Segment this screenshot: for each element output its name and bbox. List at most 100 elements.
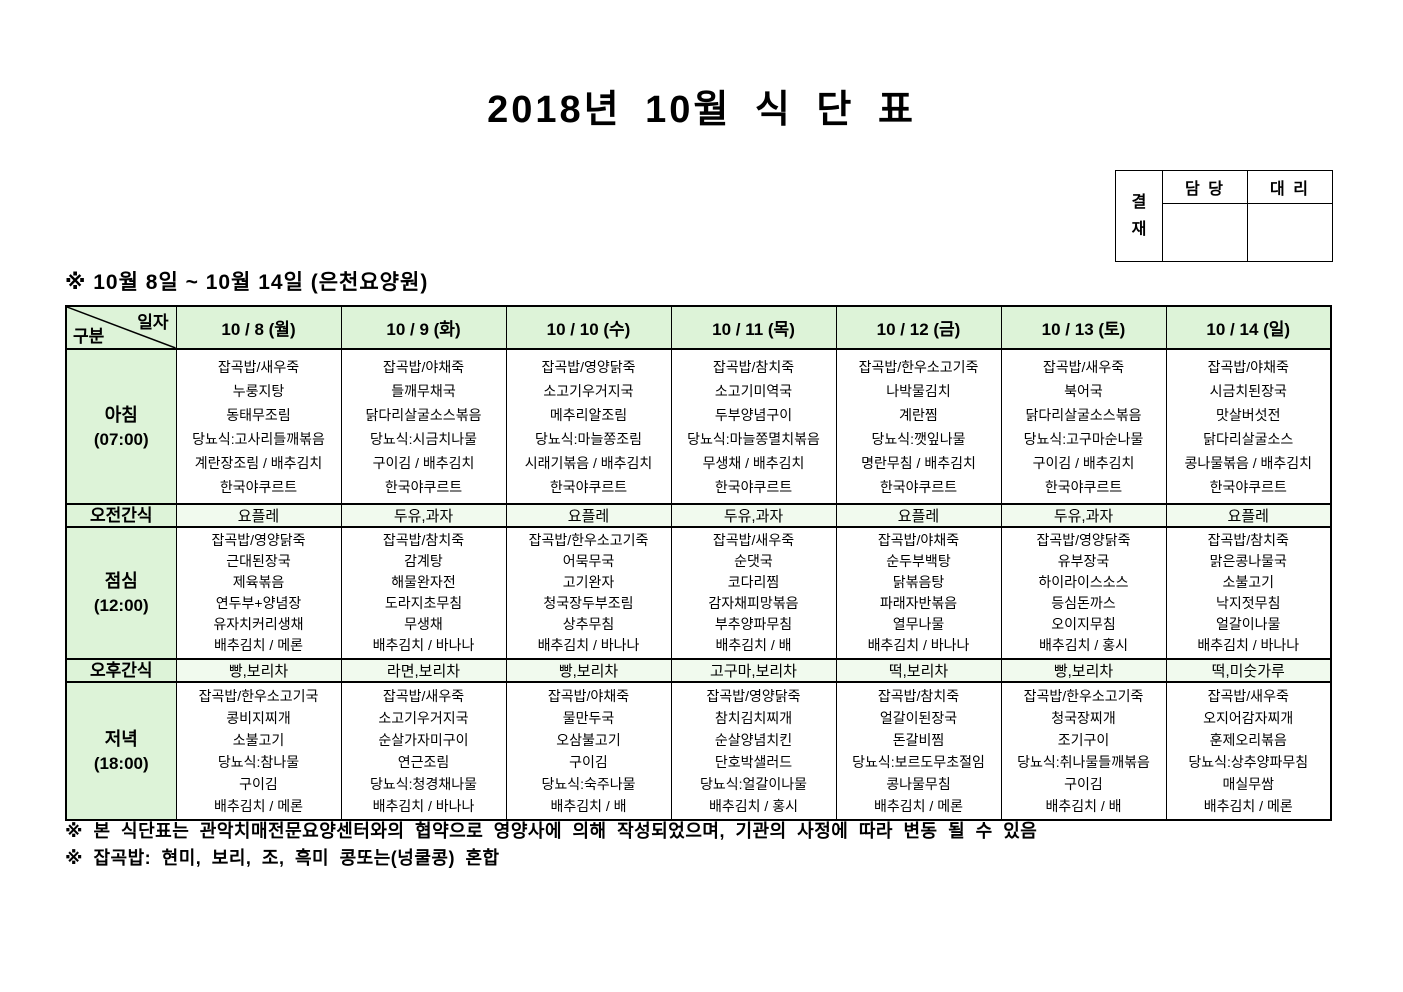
menu-item: 배추김치 / 홍시 xyxy=(1039,637,1128,653)
menu-item: 파래자반볶음 xyxy=(879,595,958,611)
menu-item: 낙지젓무침 xyxy=(1216,595,1281,611)
menu-item: 소고기우거지국 xyxy=(543,382,634,399)
menu-item: 무생채 xyxy=(404,616,443,632)
meal-cell: 잡곡밥/한우소고기죽 어묵무국 고기완자 청국장두부조림 상추무침 배추김치 / 바나나 xyxy=(505,526,672,660)
menu-item: 소불고기 xyxy=(1222,574,1275,590)
menu-item: 오지어감자찌개 xyxy=(1203,710,1294,726)
day-header: 10 / 13 (토) xyxy=(1000,305,1167,350)
menu-item: 잡곡밥/한우소고기죽 xyxy=(528,532,649,548)
menu-item: 한국야쿠르트 xyxy=(1044,478,1123,495)
row-label-text: 점심 xyxy=(104,571,138,591)
menu-item: 당뇨식:깻잎나물 xyxy=(871,430,966,447)
menu-item: 들깨무채국 xyxy=(391,382,456,399)
menu-item: 감계탕 xyxy=(404,553,443,569)
menu-item: 계란장조림 / 배추김치 xyxy=(194,454,323,471)
snack-cell: 요플레 xyxy=(1165,503,1332,528)
meal-cell: 잡곡밥/새우죽 오지어감자찌개 훈제오리볶음 당뇨식:상추양파무침 매실무쌈 배추김치 /… xyxy=(1165,681,1332,821)
menu-item: 콩나물볶음 / 배추김치 xyxy=(1184,454,1313,471)
menu-item: 배추김치 / 바나나 xyxy=(372,637,475,653)
meal-cell: 잡곡밥/야채죽 시금치된장국 맛살버섯전 닭다리살굴소스 콩나물볶음 / 배추김치 한국야… xyxy=(1165,348,1332,505)
menu-item: 얼갈이된장국 xyxy=(879,710,958,726)
menu-item: 두부양념구이 xyxy=(714,406,793,423)
approval-signature-cell xyxy=(1247,204,1332,261)
approval-signature-cell xyxy=(1163,204,1247,261)
menu-item: 근대된장국 xyxy=(226,553,291,569)
date-range-subtitle: ※ 10월 8일 ~ 10월 14일 (은천요양원) xyxy=(65,271,429,294)
snack-cell: 고구마,보리차 xyxy=(670,658,837,683)
menu-item: 한국야쿠르트 xyxy=(384,478,463,495)
menu-item: 무생채 / 배추김치 xyxy=(702,454,805,471)
menu-item: 하이라이스소스 xyxy=(1038,574,1129,590)
row-label-text: 저녁 xyxy=(104,729,138,749)
row-label-text: 아침 xyxy=(104,404,138,425)
menu-item: 닭다리살굴소스볶음 xyxy=(1025,406,1142,423)
approval-sign-text: 결재 xyxy=(1131,194,1147,238)
menu-item: 나박물김치 xyxy=(886,382,951,399)
meal-cell: 잡곡밥/새우죽 북어국 닭다리살굴소스볶음 당뇨식:고구마순나물 구이김 / 배추김치 한… xyxy=(1000,348,1167,505)
menu-item: 순살양념치킨 xyxy=(714,732,793,748)
menu-item: 부추양파무침 xyxy=(714,616,793,632)
menu-item: 잡곡밥/새우죽 xyxy=(382,688,465,704)
menu-item: 구이김 xyxy=(239,776,278,792)
table-row-snack: 오전간식 요플레 두유,과자 요플레 두유,과자 요플레 두유,과자 요플레 xyxy=(65,503,1332,528)
page-title: 2018년 10월 식 단 표 xyxy=(487,89,916,131)
menu-item: 콩나물무침 xyxy=(886,776,951,792)
menu-item: 동태무조림 xyxy=(226,406,291,423)
menu-item: 잡곡밥/영양닭죽 xyxy=(706,688,801,704)
menu-item: 당뇨식:숙주나물 xyxy=(541,776,636,792)
snack-cell: 빵,보리차 xyxy=(1000,658,1167,683)
row-time-text: (07:00) xyxy=(93,429,149,449)
menu-item: 잡곡밥/참치죽 xyxy=(1207,532,1289,548)
menu-item: 당뇨식:마늘쫑조림 xyxy=(535,430,642,447)
menu-item: 한국야쿠르트 xyxy=(549,478,628,495)
table-header-row: 일자 구분 10 / 8 (월) 10 / 9 (화) 10 / 10 (수) … xyxy=(65,305,1332,350)
menu-item: 얼갈이나물 xyxy=(1216,616,1281,632)
menu-item: 유부장국 xyxy=(1057,553,1110,569)
menu-item: 배추김치 / 메론 xyxy=(214,798,303,814)
menu-item: 잡곡밥/참치죽 xyxy=(877,688,960,704)
menu-item: 배추김치 / 배 xyxy=(715,637,792,653)
menu-item: 잡곡밥/한우소고기국 xyxy=(198,688,319,704)
menu-item: 순댓국 xyxy=(734,553,773,569)
menu-item: 제육볶음 xyxy=(232,574,285,590)
approval-box: 결재 담 당 대 리 xyxy=(1115,170,1333,262)
menu-item: 소불고기 xyxy=(232,732,285,748)
menu-item: 잡곡밥/새우죽 xyxy=(1207,688,1289,704)
menu-item: 배추김치 / 바나나 xyxy=(537,637,640,653)
approval-signature-row xyxy=(1163,204,1332,261)
menu-item: 훈제오리볶음 xyxy=(1209,732,1287,748)
table-row-meal: 점심 (12:00) 잡곡밥/영양닭죽 근대된장국 제육볶음 연두부+양념장 유자치커리생채… xyxy=(65,526,1332,660)
snack-cell: 요플레 xyxy=(835,503,1002,528)
menu-item: 잡곡밥/참치죽 xyxy=(712,358,795,375)
meal-cell: 잡곡밥/참치죽 맑은콩나물국 소불고기 낙지젓무침 얼갈이나물 배추김치 / 바나나 xyxy=(1165,526,1332,660)
menu-item: 참치김치찌개 xyxy=(714,710,793,726)
snack-cell: 요플레 xyxy=(505,503,672,528)
menu-item: 잡곡밥/야채죽 xyxy=(547,688,630,704)
menu-item: 연두부+양념장 xyxy=(215,595,302,611)
day-header: 10 / 11 (목) xyxy=(670,305,837,350)
menu-item: 당뇨식:보르도무초절임 xyxy=(852,754,985,770)
menu-item: 열무나물 xyxy=(892,616,945,632)
menu-item: 닭다리살굴소스 xyxy=(1203,430,1294,447)
footnote: ※ 잡곡밥: 현미, 보리, 조, 흑미 콩또는(넝쿨콩) 혼합 xyxy=(65,848,500,868)
menu-item: 당뇨식:얼갈이나물 xyxy=(700,776,807,792)
snack-cell: 두유,과자 xyxy=(1000,503,1167,528)
menu-item: 어묵무국 xyxy=(562,553,615,569)
snack-cell: 떡,보리차 xyxy=(835,658,1002,683)
menu-item: 당뇨식:마늘쫑멸치볶음 xyxy=(687,430,820,447)
approval-header-row: 담 당 대 리 xyxy=(1163,171,1332,204)
menu-item: 당뇨식:고구마순나물 xyxy=(1023,430,1144,447)
snack-cell: 라면,보리차 xyxy=(340,658,507,683)
menu-item: 잡곡밥/새우죽 xyxy=(217,358,300,375)
menu-item: 소고기미역국 xyxy=(714,382,793,399)
menu-item: 한국야쿠르트 xyxy=(714,478,793,495)
menu-item: 명란무침 / 배추김치 xyxy=(861,454,976,471)
snack-cell: 떡,미숫가루 xyxy=(1165,658,1332,683)
menu-item: 연근조림 xyxy=(397,754,450,770)
menu-item: 돈갈비찜 xyxy=(892,732,945,748)
meal-cell: 잡곡밥/야채죽 물만두국 오삼불고기 구이김 당뇨식:숙주나물 배추김치 / 배 xyxy=(505,681,672,821)
snack-cell: 빵,보리차 xyxy=(175,658,342,683)
row-label: 저녁 (18:00) xyxy=(65,681,177,821)
